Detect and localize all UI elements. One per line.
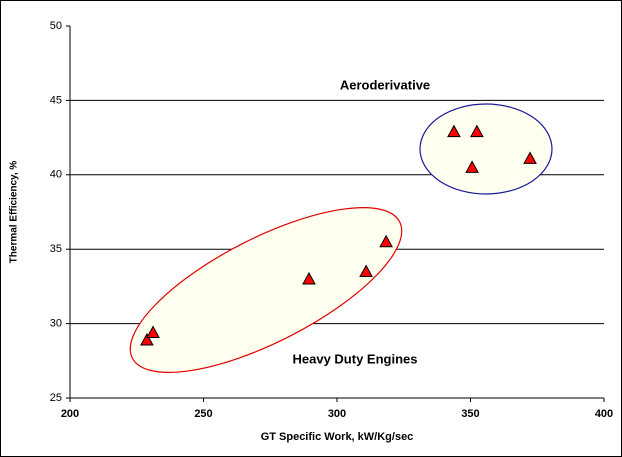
point: [359, 264, 373, 278]
y-tick-label: 30: [50, 318, 62, 330]
y-tick-label: 45: [50, 94, 62, 106]
point: [523, 151, 537, 164]
annotation: Heavy Duty Engines: [293, 351, 418, 366]
point: [140, 332, 154, 346]
point: [470, 124, 484, 138]
y-tick-label: 50: [50, 20, 62, 32]
point: [447, 124, 461, 138]
y-tick-label: 40: [50, 169, 62, 181]
point: [146, 325, 160, 339]
heavy-duty-ellipse: [129, 207, 403, 373]
x-tick-label: 250: [194, 408, 212, 420]
y-axis-label: Thermal Efficiency, %: [9, 161, 20, 264]
point: [302, 271, 316, 285]
y-tick-label: 35: [50, 243, 62, 255]
point: [465, 160, 479, 173]
x-tick-label: 400: [595, 408, 613, 420]
aero-ellipse: [419, 103, 553, 195]
x-tick-label: 200: [61, 408, 79, 420]
annotation: Aeroderivative: [340, 77, 430, 92]
x-tick-label: 350: [461, 408, 479, 420]
y-tick-label: 25: [50, 392, 62, 404]
x-tick-label: 300: [328, 408, 346, 420]
x-axis-label: GT Specific Work, kW/Kg/sec: [261, 431, 414, 443]
point: [379, 234, 393, 248]
